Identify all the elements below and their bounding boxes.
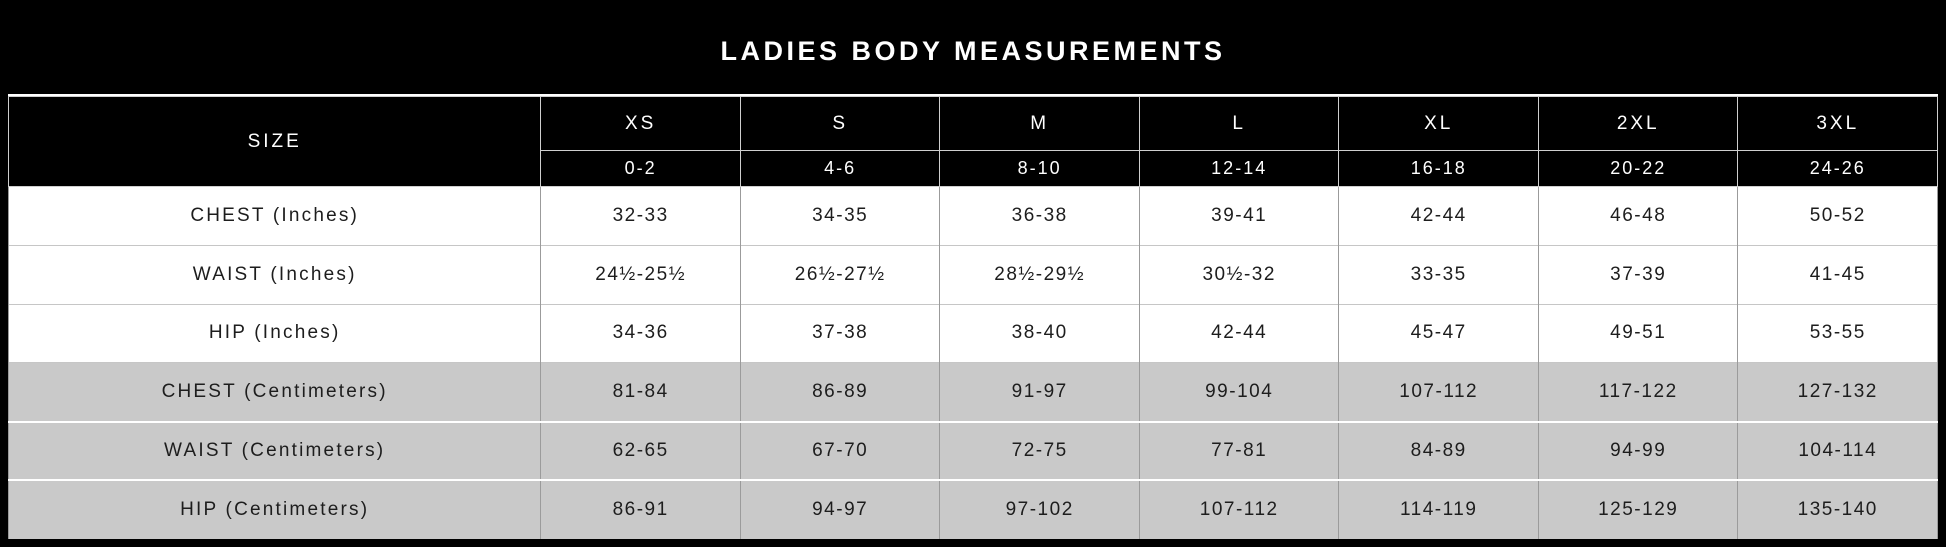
measurement-value: 42-44 (1138, 303, 1340, 363)
measurement-value: 127-132 (1737, 362, 1938, 422)
measurement-value: 104-114 (1737, 420, 1938, 481)
measurement-row-chest-centimeters: CHEST (Centimeters) 81-84 86-89 91-97 99… (7, 362, 1938, 422)
measurement-value: 81-84 (540, 362, 741, 422)
measurement-value: 34-36 (540, 303, 741, 363)
measurement-value: 42-44 (1338, 186, 1539, 246)
size-corner-header: SIZE (7, 96, 542, 187)
measurement-value: 45-47 (1338, 303, 1539, 363)
measurement-value: 62-65 (540, 420, 741, 481)
measurement-value: 135-140 (1737, 479, 1938, 539)
size-column-header-l: L (1138, 96, 1340, 151)
measurement-value: 36-38 (939, 186, 1140, 246)
measurement-value: 49-51 (1537, 303, 1739, 363)
measurement-value: 94-99 (1537, 420, 1739, 481)
measurement-value: 38-40 (939, 303, 1140, 363)
measurement-row-waist-inches: WAIST (Inches) 24½-25½ 26½-27½ 28½-29½ 3… (7, 244, 1938, 304)
measurement-value: 125-129 (1537, 479, 1739, 539)
measurement-value: 37-39 (1537, 244, 1739, 304)
size-range-header-2xl: 20-22 (1537, 150, 1739, 187)
measurement-value: 91-97 (939, 362, 1140, 422)
row-label: WAIST (Inches) (7, 244, 542, 304)
size-column-header-3xl: 3XL (1737, 96, 1938, 151)
measurement-value: 28½-29½ (939, 244, 1140, 304)
measurement-value: 39-41 (1138, 186, 1340, 246)
measurement-value: 86-91 (540, 479, 741, 539)
size-range-header-xs: 0-2 (540, 150, 741, 187)
size-column-header-2xl: 2XL (1537, 96, 1739, 151)
measurement-value: 50-52 (1737, 186, 1938, 246)
size-range-header-s: 4-6 (739, 150, 941, 187)
measurement-value: 30½-32 (1138, 244, 1340, 304)
size-column-header-s: S (739, 96, 941, 151)
measurement-row-waist-centimeters: WAIST (Centimeters) 62-65 67-70 72-75 77… (7, 420, 1938, 481)
row-label: HIP (Centimeters) (7, 479, 542, 539)
measurement-value: 86-89 (739, 362, 941, 422)
measurement-value: 97-102 (939, 479, 1140, 539)
size-column-header-m: M (939, 96, 1140, 151)
measurement-value: 33-35 (1338, 244, 1539, 304)
chart-title: LADIES BODY MEASUREMENTS (8, 8, 1938, 96)
measurement-value: 94-97 (739, 479, 941, 539)
size-range-header-3xl: 24-26 (1737, 150, 1938, 187)
measurement-value: 32-33 (540, 186, 741, 246)
measurement-value: 67-70 (739, 420, 941, 481)
size-header-row: SIZE XS S M L XL 2XL 3XL (7, 96, 1938, 187)
size-range-header-xl: 16-18 (1338, 150, 1539, 187)
size-range-row: 0-2 4-6 8-10 12-14 16-18 20-22 24-26 (9, 150, 1938, 187)
measurement-row-chest-inches: CHEST (Inches) 32-33 34-35 36-38 39-41 4… (7, 186, 1938, 246)
measurement-value: 117-122 (1537, 362, 1739, 422)
measurement-value: 46-48 (1537, 186, 1739, 246)
row-label: HIP (Inches) (7, 303, 542, 363)
measurement-value: 107-112 (1138, 479, 1340, 539)
measurement-value: 24½-25½ (540, 244, 741, 304)
measurement-value: 53-55 (1737, 303, 1938, 363)
measurement-row-hip-inches: HIP (Inches) 34-36 37-38 38-40 42-44 45-… (7, 303, 1938, 363)
measurement-value: 34-35 (739, 186, 941, 246)
measurement-value: 37-38 (739, 303, 941, 363)
size-column-header-xl: XL (1338, 96, 1539, 151)
size-range-header-m: 8-10 (939, 150, 1140, 187)
measurement-row-hip-centimeters: HIP (Centimeters) 86-91 94-97 97-102 107… (7, 479, 1938, 539)
measurement-value: 72-75 (939, 420, 1140, 481)
measurement-value: 77-81 (1138, 420, 1340, 481)
measurement-value: 84-89 (1338, 420, 1539, 481)
size-column-header-xs: XS (540, 96, 741, 151)
size-range-header-l: 12-14 (1138, 150, 1340, 187)
row-label: CHEST (Inches) (7, 186, 542, 246)
measurement-value: 41-45 (1737, 244, 1938, 304)
measurements-table: SIZE XS S M L XL 2XL 3XL 0-2 4-6 8-10 12… (7, 96, 1938, 539)
measurement-value: 114-119 (1338, 479, 1539, 539)
measurement-value: 26½-27½ (739, 244, 941, 304)
measurement-value: 107-112 (1338, 362, 1539, 422)
row-label: CHEST (Centimeters) (7, 362, 542, 422)
measurement-value: 99-104 (1138, 362, 1340, 422)
row-label: WAIST (Centimeters) (7, 420, 542, 481)
